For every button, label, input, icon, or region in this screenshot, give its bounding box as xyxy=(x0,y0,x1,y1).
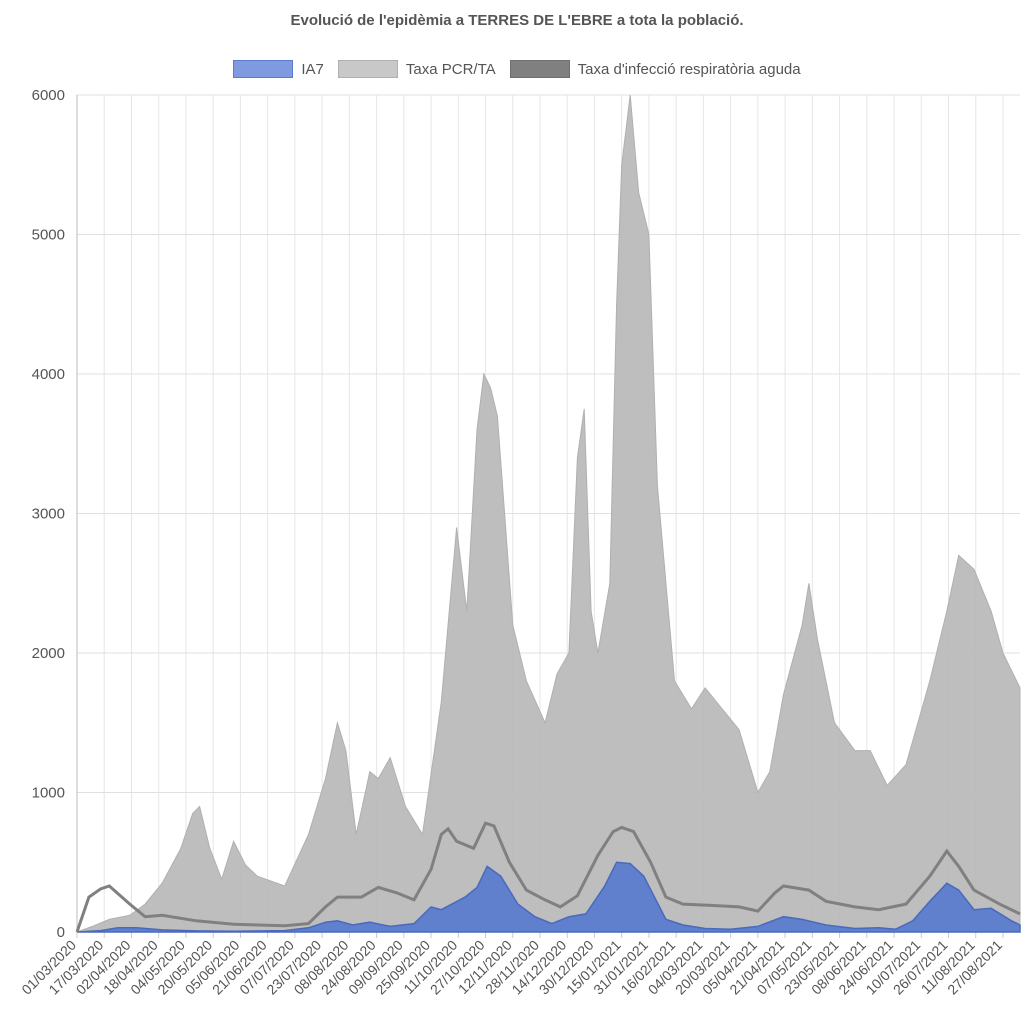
series-area-pcr xyxy=(76,94,1021,933)
legend-swatch-pcr xyxy=(337,60,398,78)
y-tick-label: 5000 xyxy=(32,227,65,244)
chart-title: Evolució de l'epidèmia a TERRES DE L'EBR… xyxy=(290,12,744,29)
series-line-ira xyxy=(75,821,1021,933)
legend-swatch-ia7 xyxy=(233,60,294,78)
y-tick-label: 6000 xyxy=(32,87,65,104)
series-area-ia7 xyxy=(76,861,1021,933)
legend-item-pcr[interactable]: Taxa PCR/TA xyxy=(337,60,496,78)
legend-item-ira[interactable]: Taxa d'infecció respiratòria aguda xyxy=(509,60,801,78)
y-tick-label: 0 xyxy=(57,924,65,941)
legend-label-ia7: IA7 xyxy=(301,60,324,78)
legend-swatch-ira xyxy=(509,60,570,78)
legend: IA7 Taxa PCR/TA Taxa d'infecció respirat… xyxy=(0,60,1034,78)
y-tick-label: 4000 xyxy=(32,366,65,383)
y-tick-label: 2000 xyxy=(32,645,65,662)
legend-label-pcr: Taxa PCR/TA xyxy=(405,60,496,78)
y-tick-label: 1000 xyxy=(32,785,65,802)
legend-item-ia7[interactable]: IA7 xyxy=(233,60,324,78)
legend-label-ira: Taxa d'infecció respiratòria aguda xyxy=(577,60,801,78)
y-tick-label: 3000 xyxy=(32,506,65,523)
